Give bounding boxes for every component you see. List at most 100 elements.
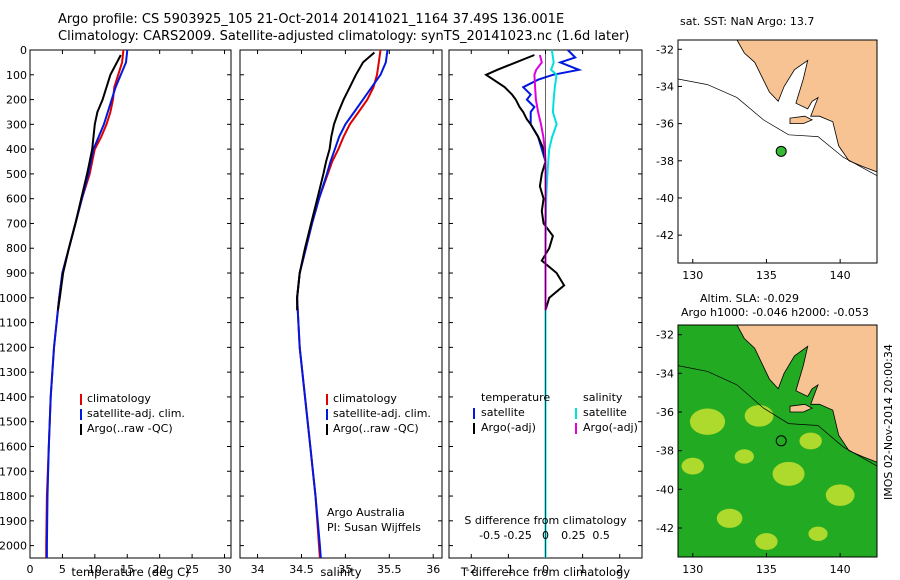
map-y-tick-label: -36: [656, 406, 674, 419]
y-tick-label: 400: [6, 143, 27, 156]
sla-anomaly-blob: [716, 508, 743, 528]
y-tick-label: 900: [6, 267, 27, 280]
x-tick-label: -1: [503, 563, 514, 576]
x-axis-label-salinity: S difference from climatology: [464, 514, 627, 527]
map-y-tick-label: -42: [656, 522, 674, 535]
y-tick-label: 500: [6, 168, 27, 181]
x-tick-label: 25: [185, 563, 199, 576]
legend-label: Argo(..raw -QC): [87, 422, 173, 435]
legend-label: Argo(..raw -QC): [333, 422, 419, 435]
chart-title-sst: sat. SST: NaN Argo: 13.7: [680, 15, 814, 28]
map-contour: [677, 78, 878, 177]
x-tick-label-salinity: -0.5: [479, 529, 500, 542]
x-tick-label: 5: [59, 563, 66, 576]
legend-title: temperature: [481, 391, 550, 404]
map-x-tick-label: 140: [830, 269, 851, 282]
x-tick-label: 2: [616, 563, 623, 576]
x-tick-label: 10: [88, 563, 102, 576]
sla-anomaly-blob: [744, 405, 774, 427]
argo-float-marker: [775, 435, 787, 447]
legend-label: satellite: [481, 406, 525, 419]
map-x-tick-label: 135: [756, 269, 777, 282]
x-axis-label: T difference from climatology: [460, 565, 631, 579]
legend-label: climatology: [87, 392, 151, 405]
x-tick-label: 34: [251, 563, 265, 576]
panel-frame-salinity: [239, 49, 443, 559]
map-y-tick-label: -40: [656, 192, 674, 205]
series-line-difference-t_argo: [484, 54, 566, 311]
sla-anomaly-blob: [681, 457, 704, 475]
map-sla_map: [677, 324, 878, 558]
y-tick-label: 0: [20, 44, 27, 57]
sla-anomaly-blob: [808, 526, 828, 541]
legend-title: salinity: [583, 391, 623, 404]
map-y-tick-label: -42: [656, 229, 674, 242]
sla-anomaly-blob: [689, 408, 726, 435]
annotation-text: PI: Susan Wijffels: [327, 521, 421, 534]
y-tick-label: 1800: [0, 490, 27, 503]
map-x-tick-label: 130: [682, 563, 703, 576]
map-frame: [677, 324, 878, 558]
legend-label: Argo(-adj): [583, 421, 638, 434]
map-x-tick-label: 135: [756, 563, 777, 576]
legend-label: satellite: [583, 406, 627, 419]
y-tick-label: 1200: [0, 341, 27, 354]
sla-anomaly-blob: [799, 432, 822, 450]
sla-anomaly-blob: [825, 484, 855, 506]
map-y-tick-label: -36: [656, 118, 674, 131]
x-tick-label: 36: [426, 563, 440, 576]
map-island: [789, 403, 814, 413]
y-tick-label: 1700: [0, 465, 27, 478]
x-tick-label-salinity: 0: [542, 529, 549, 542]
series-line-salinity-argo: [296, 51, 376, 311]
x-tick-label: 20: [153, 563, 167, 576]
y-tick-label: 100: [6, 69, 27, 82]
sla-anomaly-blob: [734, 449, 754, 464]
y-tick-label: 1300: [0, 366, 27, 379]
y-tick-label: 1900: [0, 515, 27, 528]
map-y-tick-label: -32: [656, 43, 674, 56]
y-tick-label: 1600: [0, 440, 27, 453]
y-tick-label: 200: [6, 94, 27, 107]
series-line-salinity-satellite: [296, 49, 389, 559]
y-tick-label: 1400: [0, 391, 27, 404]
y-tick-label: 300: [6, 118, 27, 131]
sla-anomaly-blob: [772, 461, 805, 486]
map-x-tick-label: 130: [682, 269, 703, 282]
panel-frame-temperature: [29, 49, 232, 559]
x-axis-label: salinity: [320, 565, 361, 579]
legend-label: climatology: [333, 392, 397, 405]
legend-label: satellite-adj. clim.: [333, 407, 431, 420]
header-line-2: Climatology: CARS2009. Satellite-adjuste…: [58, 29, 630, 44]
argo-float-marker: [775, 145, 787, 157]
map-y-tick-label: -34: [656, 80, 674, 93]
y-tick-label: 700: [6, 217, 27, 230]
x-tick-label: -2: [466, 563, 477, 576]
map-x-tick-label: 140: [830, 563, 851, 576]
y-tick-label: 1000: [0, 292, 27, 305]
legend-label: satellite-adj. clim.: [87, 407, 185, 420]
header-line-1: Argo profile: CS 5903925_105 21-Oct-2014…: [58, 12, 565, 27]
map-y-tick-label: -40: [656, 483, 674, 496]
chart-title-argo-height: Argo h1000: -0.046 h2000: -0.053: [681, 306, 869, 319]
x-tick-label: 35.5: [377, 563, 402, 576]
y-tick-label: 1100: [0, 317, 27, 330]
map-y-tick-label: -32: [656, 329, 674, 342]
y-tick-label: 2000: [0, 540, 27, 553]
y-tick-label: 600: [6, 193, 27, 206]
x-axis-label: temperature (deg C): [71, 565, 189, 579]
y-tick-label: 800: [6, 242, 27, 255]
x-tick-label: 1: [579, 563, 586, 576]
x-tick-label: 0: [542, 563, 549, 576]
sla-anomaly-blob: [755, 533, 778, 550]
y-tick-label: 1500: [0, 416, 27, 429]
map-y-tick-label: -38: [656, 155, 674, 168]
chart-title-sla: Altim. SLA: -0.029: [700, 292, 799, 305]
map-contour: [677, 365, 878, 467]
x-tick-label: 35: [338, 563, 352, 576]
map-y-tick-label: -34: [656, 367, 674, 380]
x-tick-label-salinity: 0.25: [561, 529, 586, 542]
map-frame: [677, 39, 878, 264]
x-tick-label: 30: [218, 563, 232, 576]
